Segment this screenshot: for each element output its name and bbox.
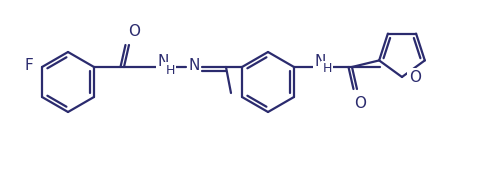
Text: H: H xyxy=(322,63,331,75)
Text: N: N xyxy=(188,58,200,73)
Text: O: O xyxy=(409,69,421,84)
Text: H: H xyxy=(165,64,174,76)
Text: O: O xyxy=(354,96,366,111)
Text: N: N xyxy=(157,54,169,69)
Text: O: O xyxy=(128,24,140,39)
Text: N: N xyxy=(314,53,326,68)
Text: F: F xyxy=(24,58,33,74)
